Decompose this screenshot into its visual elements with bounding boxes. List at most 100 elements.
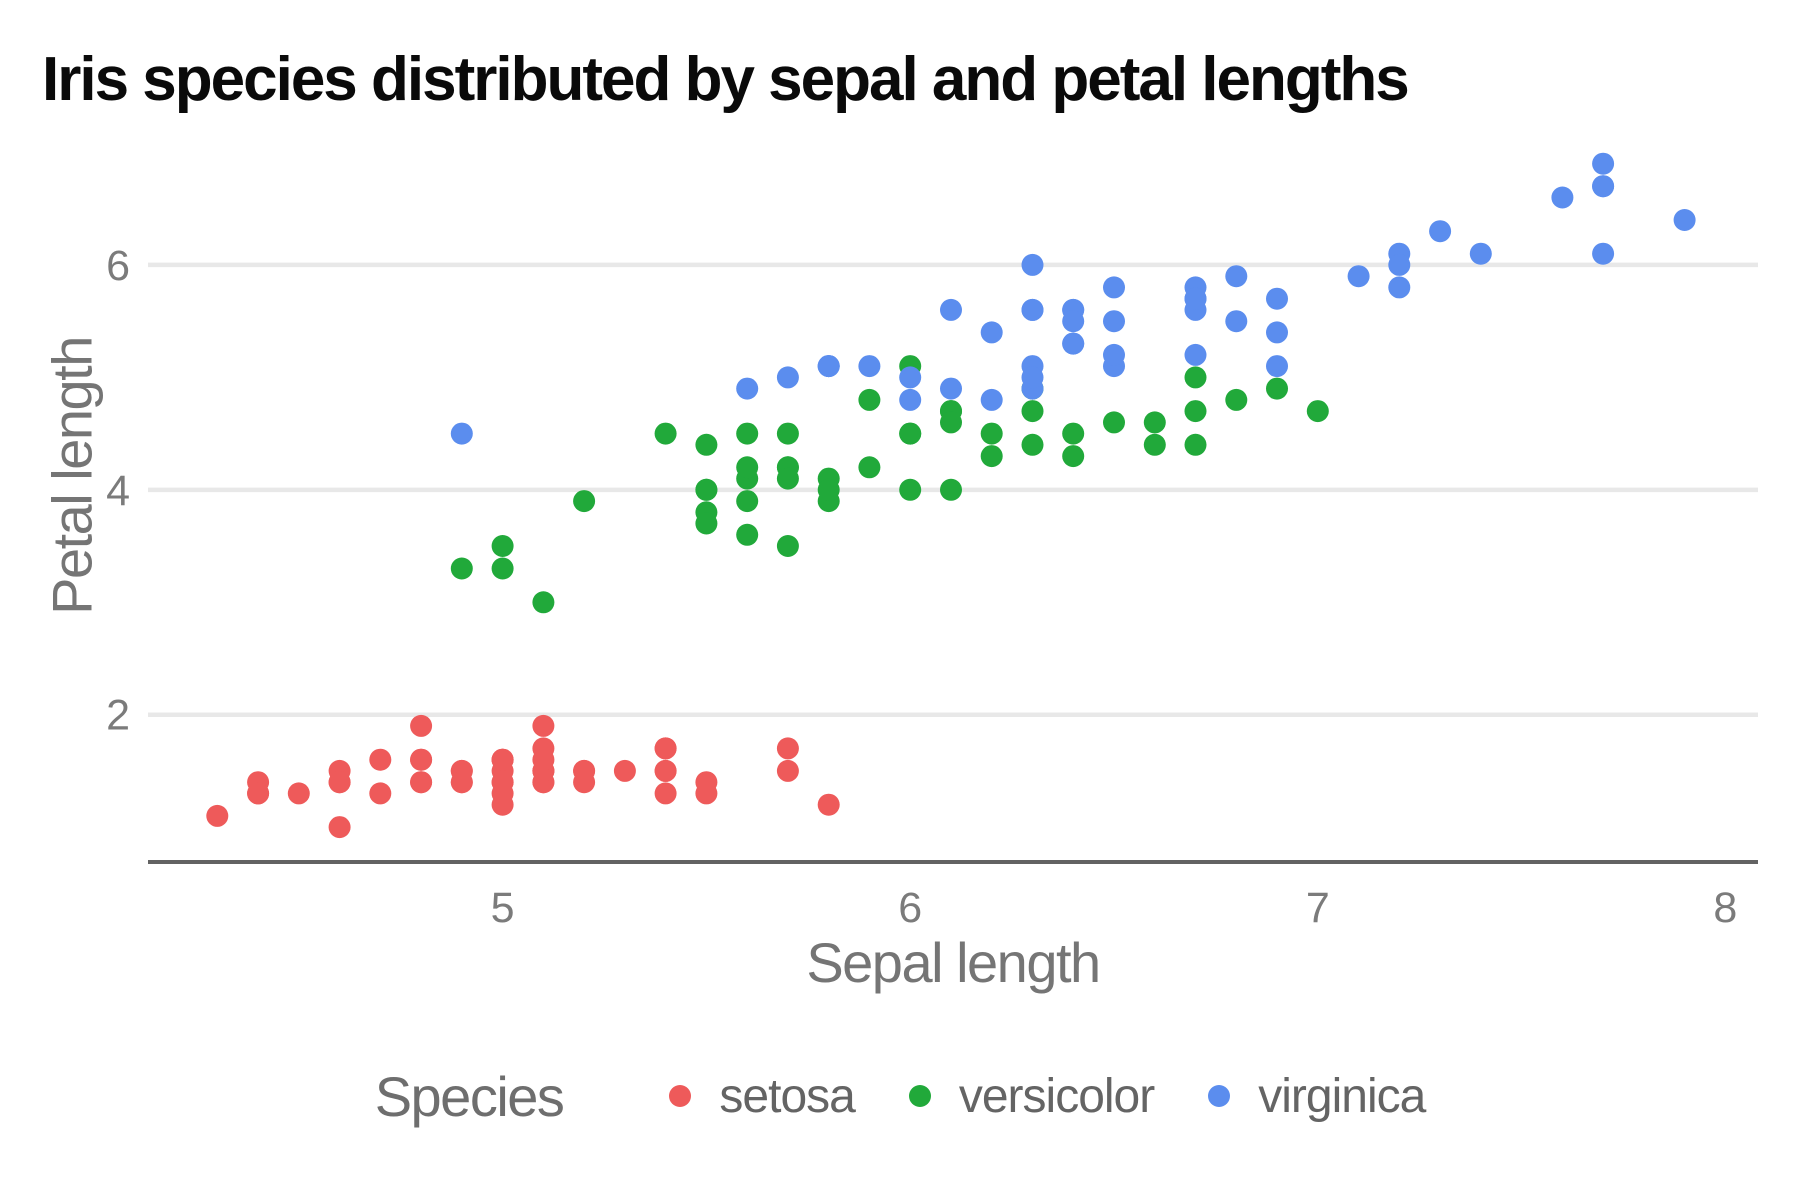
point-setosa bbox=[695, 782, 718, 805]
x-tick-label-7: 7 bbox=[1306, 884, 1330, 932]
point-versicolor bbox=[1184, 400, 1207, 423]
point-setosa bbox=[206, 804, 229, 827]
point-versicolor bbox=[654, 422, 677, 445]
point-setosa bbox=[328, 771, 351, 794]
point-virginica bbox=[1184, 343, 1207, 366]
point-versicolor bbox=[1184, 366, 1207, 389]
point-virginica bbox=[1592, 152, 1615, 175]
x-tick-label-5: 5 bbox=[491, 884, 515, 932]
point-setosa bbox=[410, 714, 433, 737]
point-virginica bbox=[1103, 343, 1125, 366]
point-setosa bbox=[817, 793, 840, 816]
legend-dot-versicolor-icon bbox=[908, 1085, 931, 1107]
legend-label-versicolor: versicolor bbox=[958, 1069, 1155, 1123]
point-versicolor bbox=[736, 456, 759, 479]
point-virginica bbox=[1592, 175, 1615, 198]
point-virginica bbox=[776, 366, 799, 389]
point-virginica bbox=[1062, 332, 1085, 355]
legend-dot-virginica-icon bbox=[1208, 1085, 1231, 1107]
legend-item-versicolor: versicolor bbox=[908, 1069, 1155, 1124]
point-versicolor bbox=[1143, 411, 1166, 434]
point-versicolor bbox=[695, 512, 718, 535]
point-versicolor bbox=[899, 422, 922, 445]
point-versicolor bbox=[858, 388, 881, 411]
legend-item-setosa: setosa bbox=[669, 1069, 856, 1124]
point-virginica bbox=[1266, 355, 1288, 378]
point-virginica bbox=[1673, 209, 1696, 231]
point-virginica bbox=[858, 355, 881, 378]
point-virginica bbox=[1103, 276, 1125, 299]
point-versicolor bbox=[899, 478, 922, 501]
y-axis-title: Petal length bbox=[40, 337, 104, 615]
point-versicolor bbox=[736, 490, 759, 513]
point-virginica bbox=[450, 422, 473, 445]
point-setosa bbox=[491, 748, 514, 771]
point-setosa bbox=[410, 771, 433, 794]
y-tick-label-4: 4 bbox=[106, 467, 130, 515]
point-versicolor bbox=[1021, 433, 1044, 456]
point-virginica bbox=[1592, 242, 1615, 265]
point-versicolor bbox=[1021, 400, 1044, 423]
point-setosa bbox=[410, 748, 433, 771]
point-setosa bbox=[247, 782, 270, 805]
point-setosa bbox=[328, 816, 351, 839]
point-versicolor bbox=[491, 557, 514, 580]
legend-item-virginica: virginica bbox=[1208, 1069, 1426, 1124]
legend-dot-setosa-icon bbox=[669, 1085, 692, 1107]
point-versicolor bbox=[980, 422, 1003, 445]
point-versicolor bbox=[491, 535, 514, 557]
point-virginica bbox=[736, 377, 759, 400]
point-versicolor bbox=[1062, 445, 1085, 468]
point-virginica bbox=[1184, 287, 1207, 310]
point-versicolor bbox=[1306, 400, 1329, 423]
point-setosa bbox=[573, 759, 596, 782]
point-virginica bbox=[980, 388, 1003, 411]
point-versicolor bbox=[1225, 388, 1248, 411]
point-setosa bbox=[654, 782, 677, 805]
point-setosa bbox=[369, 748, 392, 771]
point-versicolor bbox=[776, 535, 799, 557]
point-virginica bbox=[1103, 310, 1125, 333]
chart-title: Iris species distributed by sepal and pe… bbox=[42, 45, 1410, 114]
legend-title: Species bbox=[374, 1064, 565, 1128]
point-versicolor bbox=[736, 523, 759, 546]
point-setosa bbox=[654, 737, 677, 760]
point-versicolor bbox=[736, 422, 759, 445]
point-versicolor bbox=[858, 456, 881, 479]
point-virginica bbox=[899, 388, 922, 411]
y-tick-label-2: 2 bbox=[106, 692, 130, 740]
point-versicolor bbox=[695, 433, 718, 456]
point-virginica bbox=[940, 377, 962, 400]
point-versicolor bbox=[1266, 377, 1288, 400]
point-setosa bbox=[369, 782, 392, 805]
point-virginica bbox=[1266, 321, 1288, 344]
point-setosa bbox=[532, 748, 555, 771]
point-setosa bbox=[532, 714, 555, 737]
point-versicolor bbox=[940, 478, 962, 501]
point-versicolor bbox=[776, 422, 799, 445]
point-setosa bbox=[654, 759, 677, 782]
point-virginica bbox=[1388, 253, 1411, 276]
point-versicolor bbox=[532, 591, 555, 614]
point-setosa bbox=[776, 759, 799, 782]
point-setosa bbox=[491, 771, 514, 794]
point-virginica bbox=[1021, 298, 1044, 321]
point-versicolor bbox=[980, 445, 1003, 468]
point-versicolor bbox=[573, 490, 596, 513]
point-setosa bbox=[776, 737, 799, 760]
point-versicolor bbox=[1143, 433, 1166, 456]
point-virginica bbox=[980, 321, 1003, 344]
point-versicolor bbox=[1184, 433, 1207, 456]
x-tick-label-8: 8 bbox=[1713, 884, 1737, 932]
point-virginica bbox=[1225, 265, 1248, 288]
point-virginica bbox=[1021, 366, 1044, 389]
point-versicolor bbox=[695, 478, 718, 501]
point-virginica bbox=[899, 366, 922, 389]
point-versicolor bbox=[450, 557, 473, 580]
point-virginica bbox=[1347, 265, 1370, 288]
point-virginica bbox=[1266, 287, 1288, 310]
x-tick-label-6: 6 bbox=[898, 884, 922, 932]
point-virginica bbox=[940, 298, 962, 321]
